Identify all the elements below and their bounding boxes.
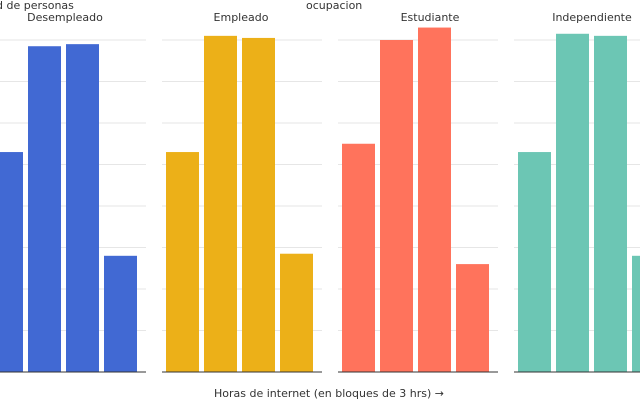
bar [456, 264, 489, 372]
bar [632, 255, 640, 372]
bar [342, 143, 375, 372]
bar [204, 35, 237, 372]
bar [166, 152, 199, 372]
facet-title: Empleado [214, 11, 269, 24]
bar [518, 152, 551, 372]
y-axis-label: d de personas [0, 0, 74, 12]
bar [418, 27, 451, 373]
facet-title: Independiente [552, 11, 632, 24]
x-axis-label: Horas de internet (en bloques de 3 hrs) … [214, 387, 444, 400]
bar [66, 44, 99, 373]
bar [556, 33, 589, 373]
facet-panel-estudiante: Estudiante [338, 11, 498, 373]
bar [380, 40, 413, 372]
facet-panel-empleado: Empleado [162, 11, 322, 373]
bar [594, 35, 627, 372]
legend-title: ocupacion [306, 0, 362, 12]
bar [242, 37, 275, 373]
facet-panel-independiente: Independiente [514, 11, 640, 373]
facet-panels: Desempleado Empleado Estudiante Independien… [0, 11, 640, 373]
bar [28, 46, 61, 372]
bar [280, 253, 313, 372]
bar [0, 152, 23, 372]
facet-panel-desempleado: Desempleado [0, 11, 146, 373]
facet-title: Estudiante [401, 11, 460, 24]
facet-title: Desempleado [27, 11, 103, 24]
bar [104, 255, 137, 372]
